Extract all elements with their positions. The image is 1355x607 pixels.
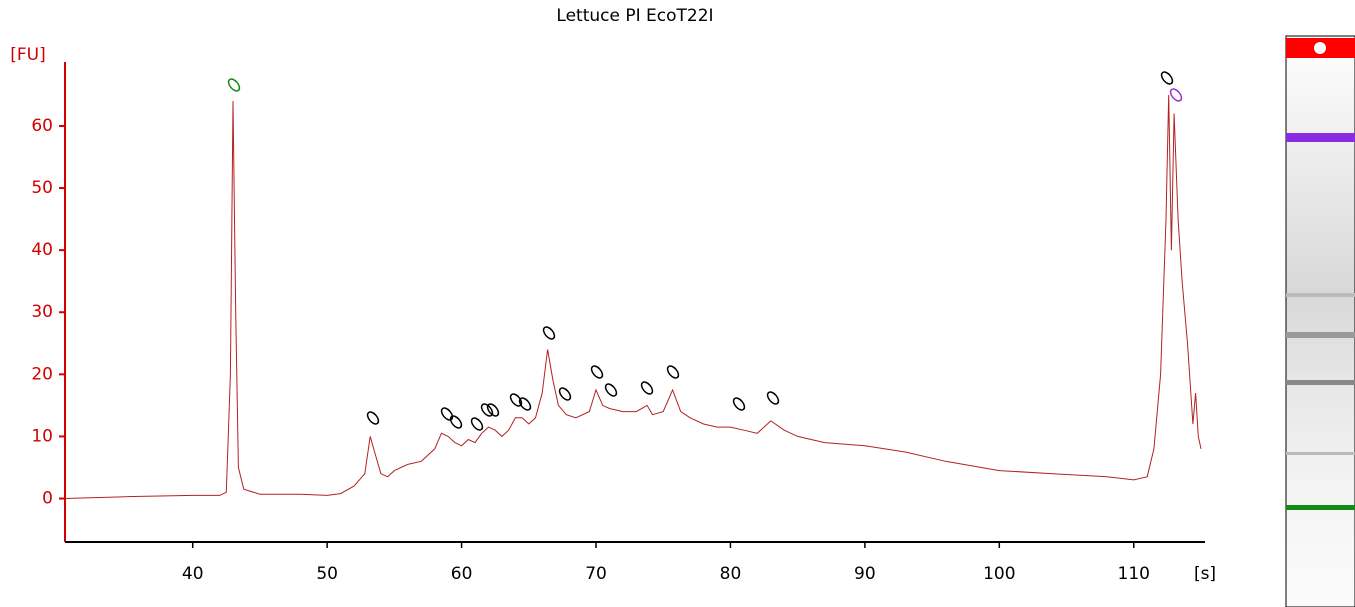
peak-markers [227,71,1183,431]
y-tick-label: 50 [31,178,53,198]
y-tick-label: 60 [31,116,53,136]
y-axis-label: [FU] [10,45,46,65]
x-axis-label: [s] [1194,564,1216,584]
y-tick-label: 30 [31,302,53,322]
y-tick-label: 40 [31,240,53,260]
x-tick-label: 100 [983,564,1015,584]
trace [64,94,1202,499]
x-tick-label: 70 [585,564,607,584]
gel-lane [1285,35,1355,607]
x-tick-label: 40 [182,564,204,584]
x-tick-label: 110 [1118,564,1150,584]
y-tick-label: 20 [31,364,53,384]
y-tick-label: 0 [42,489,53,509]
x-tick-label: 90 [854,564,876,584]
x-tick-label: 80 [720,564,742,584]
y-tick-label: 10 [31,426,53,446]
x-tick-label: 60 [451,564,473,584]
chart-title: Lettuce PI EcoT22I [556,6,713,26]
x-tick-label: 50 [316,564,338,584]
